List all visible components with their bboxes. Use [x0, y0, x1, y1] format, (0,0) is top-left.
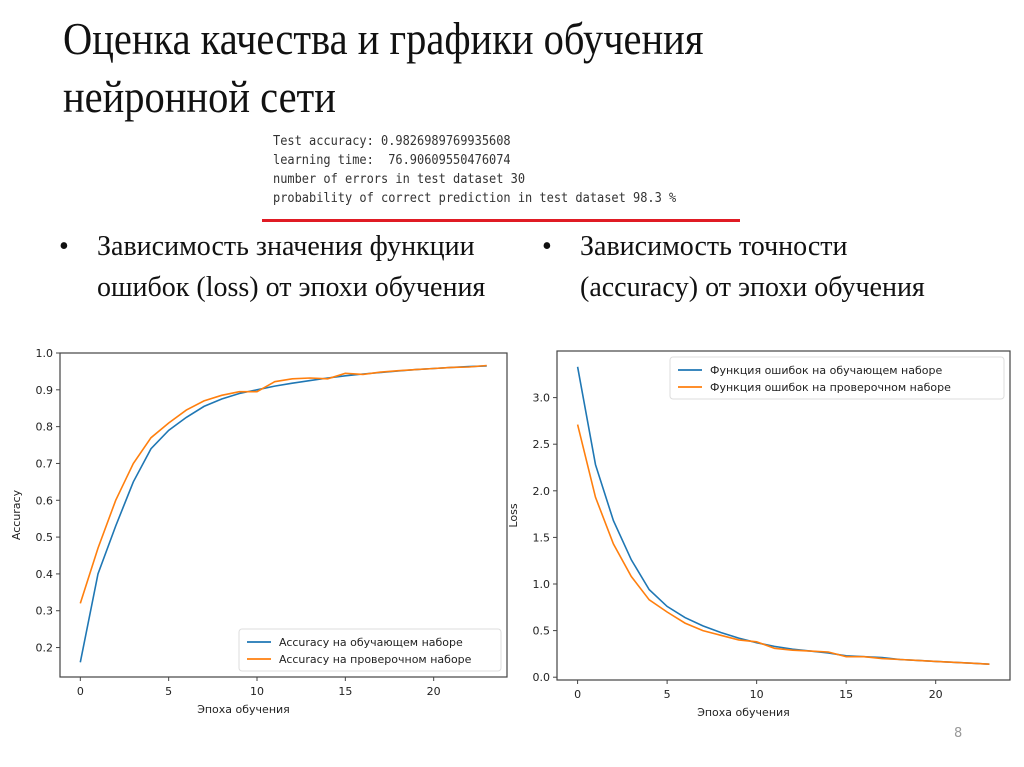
x-tick-label: 0	[77, 685, 84, 698]
console-line-errors: number of errors in test dataset 30	[273, 172, 526, 187]
series-line	[79, 365, 487, 663]
y-tick-label: 0.5	[533, 625, 551, 638]
legend-label: Функция ошибок на обучающем наборе	[710, 364, 942, 377]
console-line-probability: probability of correct prediction in tes…	[273, 191, 677, 206]
y-tick-label: 0.2	[36, 642, 54, 655]
x-axis-label: Эпоха обучения	[197, 703, 290, 716]
bullet-loss: • Зависимость значения функции ошибок (l…	[59, 226, 517, 308]
bullet-accuracy: • Зависимость точности (accuracy) от эпо…	[542, 226, 940, 308]
bullet-marker: •	[542, 231, 552, 262]
series-line	[576, 424, 990, 665]
legend-label: Accuracy на обучающем наборе	[279, 636, 463, 649]
bullet-marker: •	[59, 231, 69, 262]
x-tick-label: 10	[250, 685, 264, 698]
y-tick-label: 0.9	[36, 384, 54, 397]
legend: Функция ошибок на обучающем наборе Функци…	[669, 356, 1005, 400]
y-axis-label: Accuracy	[10, 489, 23, 540]
x-tick-label: 5	[165, 685, 172, 698]
series-line	[576, 366, 990, 665]
page-number: 8	[954, 726, 963, 741]
red-underline	[262, 219, 740, 222]
loss-chart: 0 5 10 15 20 0.0 0.5 1.0 1.5 2.0 2.5 3.0 Эпоха обуче…	[507, 350, 1011, 719]
x-tick-label: 20	[929, 688, 943, 701]
bullet-text: Зависимость значения функции ошибок (los…	[97, 231, 486, 303]
y-tick-label: 0.7	[36, 457, 54, 470]
legend-box	[669, 356, 1005, 400]
x-tick-label: 15	[338, 685, 352, 698]
legend-label: Accuracy на проверочном наборе	[279, 653, 472, 666]
y-tick-label: 0.4	[36, 568, 54, 581]
slide-title: Оценка качества и графики обучения нейро…	[63, 13, 704, 122]
y-tick-label: 0.0	[533, 671, 551, 684]
legend: Accuracy на обучающем наборе Accuracy на …	[238, 628, 502, 672]
bullet-text: Зависимость точности (accuracy) от эпохи…	[580, 231, 925, 303]
console-output: Test accuracy: 0.9826989769935608 learni…	[273, 132, 676, 208]
x-tick-label: 10	[750, 688, 764, 701]
legend-box	[238, 628, 502, 672]
y-tick-label: 1.5	[533, 531, 551, 544]
y-tick-label: 0.8	[36, 421, 54, 434]
y-tick-label: 1.0	[533, 578, 551, 591]
x-tick-label: 20	[427, 685, 441, 698]
y-tick-label: 3.0	[533, 392, 551, 405]
y-tick-label: 2.0	[533, 485, 551, 498]
plot-frame	[59, 352, 508, 678]
x-tick-label: 15	[839, 688, 853, 701]
console-line-test-accuracy: Test accuracy: 0.9826989769935608	[273, 134, 511, 149]
y-tick-label: 2.5	[533, 438, 551, 451]
y-tick-label: 0.6	[36, 494, 54, 507]
series-line	[79, 364, 487, 604]
accuracy-chart: 0 5 10 15 20 0.2 0.3 0.4 0.5 0.6 0.7 0.8 0.9 1.0 Эпоха…	[10, 347, 508, 716]
plot-frame	[556, 350, 1011, 681]
x-tick-label: 0	[574, 688, 581, 701]
console-line-learning-time: learning time: 76.90609550476074	[273, 153, 511, 168]
x-axis-label: Эпоха обучения	[697, 706, 790, 719]
legend-label: Функция ошибок на проверочном наборе	[710, 381, 951, 394]
y-axis-label: Loss	[507, 503, 520, 527]
x-tick-label: 5	[664, 688, 671, 701]
y-tick-label: 0.3	[36, 605, 54, 618]
y-tick-label: 0.5	[36, 531, 54, 544]
y-tick-label: 1.0	[36, 347, 54, 360]
